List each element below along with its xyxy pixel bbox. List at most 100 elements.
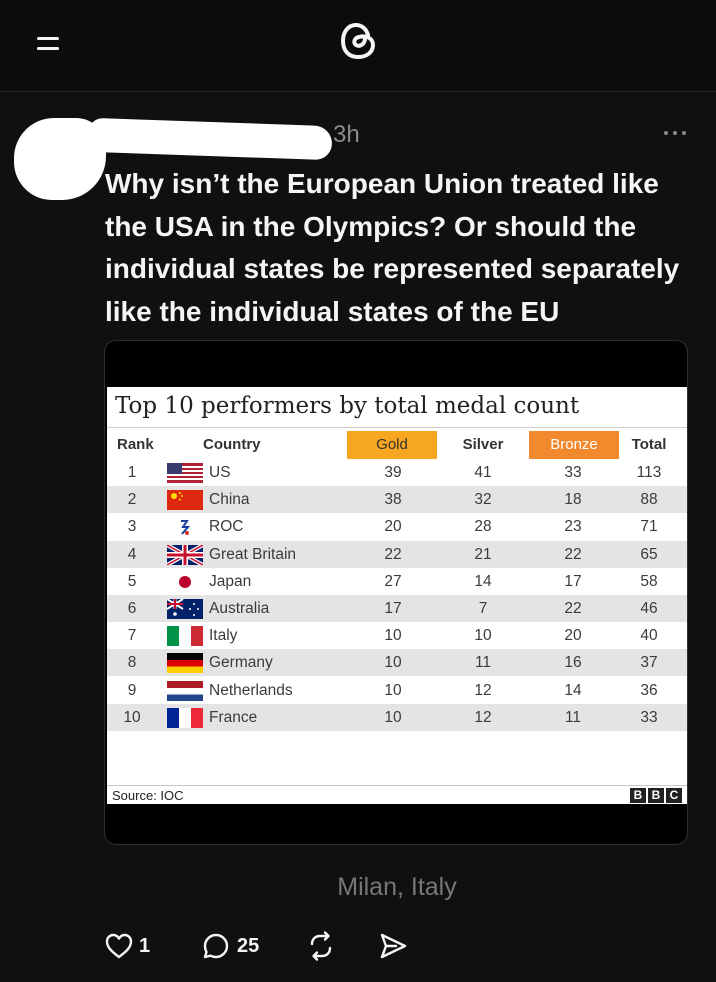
table-row: 10 France 10 12 11 33 [107, 703, 687, 731]
cell-gold: 27 [384, 572, 402, 590]
post-time: 3h [333, 121, 360, 148]
cell-rank: 8 [127, 654, 137, 672]
cell-bronze: 18 [564, 491, 582, 509]
cell-silver: 28 [474, 518, 492, 536]
flag-icon [167, 653, 203, 674]
cell-rank: 3 [127, 518, 137, 536]
cell-bronze: 20 [564, 627, 582, 645]
post-text: Why isn’t the European Union treated lik… [105, 163, 705, 333]
header-total: Total [631, 436, 667, 453]
cell-rank: 2 [127, 491, 137, 509]
heart-icon [105, 933, 133, 959]
source-text: Source: IOC [112, 788, 184, 803]
flag-icon [167, 544, 203, 565]
header-silver: Silver [462, 436, 504, 453]
bbc-logo-letter: B [648, 788, 664, 803]
cell-rank: 9 [127, 681, 137, 699]
cell-gold: 38 [384, 491, 402, 509]
header-country: Country [203, 436, 261, 453]
cell-silver: 10 [474, 627, 492, 645]
post-text-line: Why isn’t the European Union treated lik… [105, 168, 659, 199]
table-row: 5 Japan 27 14 17 58 [107, 568, 687, 595]
flag-icon [167, 707, 203, 728]
cell-gold: 10 [384, 708, 402, 726]
cell-gold: 10 [384, 627, 402, 645]
cell-country: France [209, 708, 258, 726]
top-bar [0, 0, 716, 92]
cell-country: Germany [209, 654, 273, 672]
cell-rank: 4 [127, 545, 137, 563]
source-divider [107, 785, 687, 786]
cell-silver: 32 [474, 491, 492, 509]
cell-total: 33 [640, 708, 658, 726]
title-divider [107, 427, 687, 428]
table-row: 8 Germany 10 11 16 37 [107, 649, 687, 677]
cell-bronze: 16 [564, 654, 582, 672]
cell-rank: 6 [127, 600, 137, 617]
header-bronze: Bronze [529, 431, 619, 459]
cell-total: 71 [640, 518, 658, 536]
cell-total: 36 [640, 681, 658, 699]
cell-bronze: 22 [564, 600, 582, 617]
cell-bronze: 17 [564, 572, 582, 590]
cell-total: 37 [640, 654, 658, 672]
cell-gold: 20 [384, 518, 402, 536]
chart-title: Top 10 performers by total medal count [115, 393, 580, 419]
cell-total: 65 [640, 545, 658, 563]
table-row: 2 China 38 32 18 88 [107, 486, 687, 514]
table-row: 9 Netherlands 10 12 14 36 [107, 677, 687, 704]
cell-country: Netherlands [209, 681, 293, 699]
cell-country: Japan [209, 572, 252, 590]
cell-silver: 14 [474, 572, 492, 590]
post-text-line: individual states be represented separat… [105, 253, 680, 284]
table-row: 4 Great Britain 22 21 22 65 [107, 540, 687, 568]
reply-button[interactable]: 25 [200, 928, 259, 964]
repost-icon [310, 931, 332, 961]
table-row: 1 US 39 41 33 113 [107, 459, 687, 486]
username-redacted[interactable] [87, 117, 333, 161]
like-count: 1 [139, 934, 151, 957]
bbc-logo: B B C [630, 788, 682, 803]
cell-silver: 41 [474, 464, 492, 481]
table-row: 7 Italy 10 10 20 40 [107, 622, 687, 649]
share-button[interactable] [376, 928, 410, 964]
cell-bronze: 33 [564, 464, 582, 481]
cell-bronze: 23 [564, 518, 582, 536]
more-options-icon[interactable] [660, 124, 692, 142]
cell-gold: 39 [384, 464, 402, 481]
menu-icon[interactable] [34, 30, 64, 58]
cell-total: 88 [640, 491, 658, 509]
like-button[interactable]: 1 [104, 928, 150, 964]
post-image[interactable]: Top 10 performers by total medal count R… [104, 340, 688, 845]
repost-button[interactable] [304, 928, 338, 964]
flag-icon [167, 490, 203, 511]
cell-silver: 7 [478, 600, 488, 617]
comment-icon [203, 933, 229, 959]
cell-total: 58 [640, 572, 658, 590]
flag-icon [167, 463, 203, 483]
post-location[interactable]: Milan, Italy [337, 873, 457, 901]
header-gold: Gold [347, 431, 437, 459]
cell-gold: 10 [384, 681, 402, 699]
cell-total: 46 [640, 600, 658, 617]
cell-silver: 21 [474, 545, 492, 563]
cell-country: Great Britain [209, 545, 297, 563]
bbc-logo-letter: C [666, 788, 682, 803]
cell-total: 113 [636, 464, 662, 481]
cell-rank: 1 [127, 464, 137, 481]
cell-bronze: 22 [564, 545, 582, 563]
cell-silver: 11 [474, 654, 492, 672]
threads-logo-icon[interactable] [335, 17, 383, 65]
flag-icon [167, 571, 203, 592]
cell-gold: 17 [384, 600, 402, 617]
cell-rank: 5 [127, 572, 137, 590]
post-text-line: like the individual states of the EU [105, 295, 560, 327]
cell-gold: 22 [384, 545, 402, 563]
cell-gold: 10 [384, 654, 402, 672]
cell-country: Australia [209, 600, 270, 617]
cell-total: 40 [640, 627, 658, 645]
medal-table: Top 10 performers by total medal count R… [107, 387, 687, 804]
table-row: 3 ROC 20 28 23 71 [107, 513, 687, 540]
reply-count: 25 [237, 934, 260, 957]
flag-icon [167, 680, 203, 701]
